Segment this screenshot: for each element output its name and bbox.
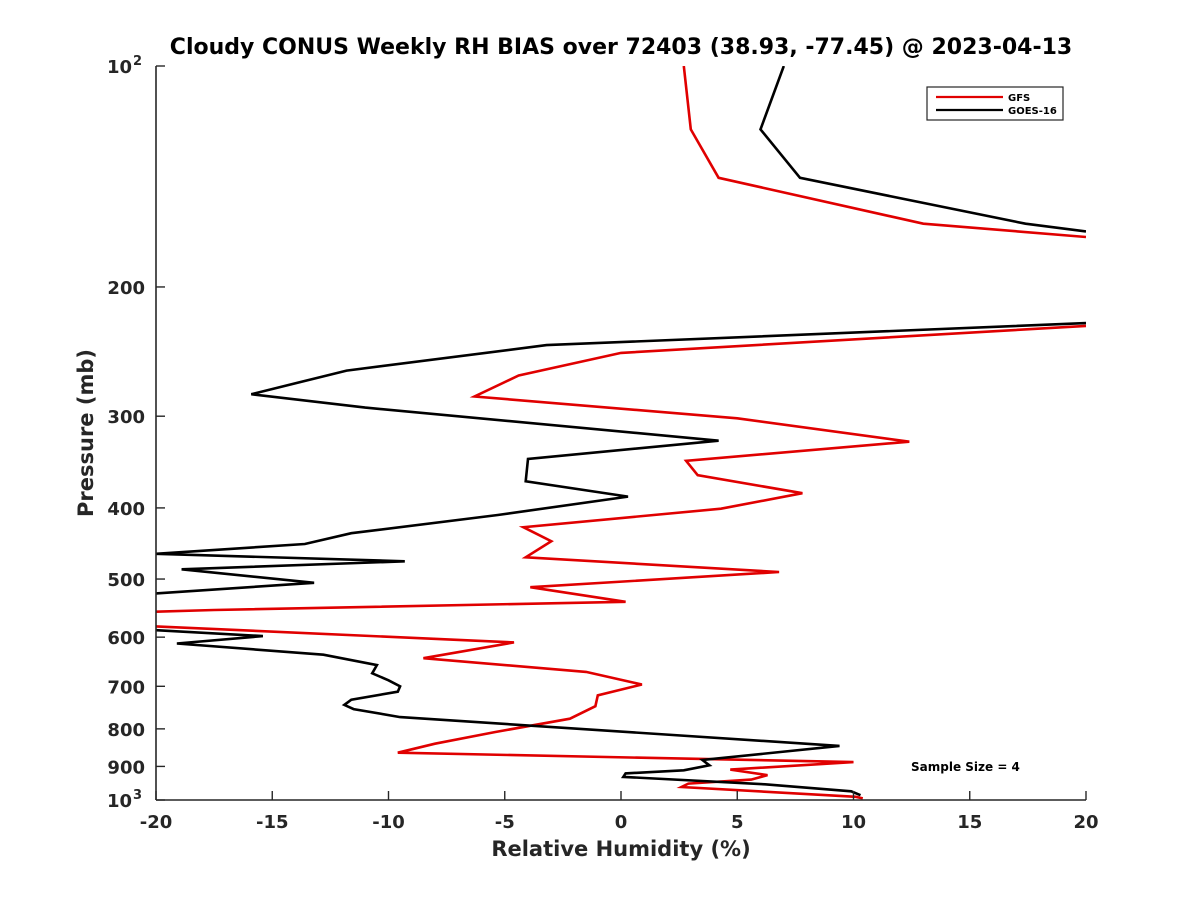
series-line-goes16-segment-0: [759, 66, 1086, 233]
x-tick-label: -20: [140, 812, 173, 833]
chart-title: Cloudy CONUS Weekly RH BIAS over 72403 (…: [170, 35, 1072, 60]
x-tick-label: 0: [615, 812, 628, 833]
x-tick-label: 20: [1073, 812, 1098, 833]
legend-label-gfs: GFS: [1008, 93, 1030, 104]
x-axis-label: Relative Humidity (%): [491, 837, 750, 861]
y-axis-label: Pressure (mb): [74, 349, 98, 517]
y-tick-label-power: 10 2: [107, 54, 142, 78]
y-tick-label-exponent: 2: [133, 54, 142, 69]
y-tick-label-exponent: 3: [133, 788, 142, 803]
y-tick-label-base: 10: [107, 57, 132, 78]
y-tick-label: 400: [107, 499, 145, 520]
x-tick-label: -10: [372, 812, 405, 833]
x-tick-label: 10: [841, 812, 866, 833]
series-line-gfs-segment-1: [156, 324, 1086, 613]
legend: GFS GOES-16: [926, 86, 1064, 121]
y-tick-label-base: 10: [107, 791, 132, 812]
y-tick-label: 500: [107, 570, 145, 591]
x-tick-label: -15: [256, 812, 289, 833]
series-line-goes16-segment-3: [156, 628, 862, 797]
series-line-goes16-segment-2: [156, 552, 405, 595]
series-line-gfs-segment-0: [682, 66, 1086, 239]
series-line-gfs-segment-2: [156, 625, 864, 800]
x-tick-label: -5: [495, 812, 515, 833]
x-ticks: -20 -15 -10 -5 0 5 10 15 20: [140, 791, 1099, 833]
y-tick-label: 300: [107, 407, 145, 428]
y-tick-label: 900: [107, 757, 145, 778]
x-tick-label: 5: [731, 812, 744, 833]
legend-label-goes16: GOES-16: [1008, 106, 1057, 117]
y-tick-label: 200: [107, 278, 145, 299]
legend-box: [926, 86, 1064, 121]
y-tick-label: 700: [107, 677, 145, 698]
series-layer: [156, 66, 1086, 800]
y-tick-label: 800: [107, 720, 145, 741]
sample-size-annotation: Sample Size = 4: [911, 760, 1020, 774]
y-tick-label: 600: [107, 628, 145, 649]
y-tick-label-power: 10 3: [107, 788, 142, 812]
x-tick-label: 15: [957, 812, 982, 833]
series-line-goes16-segment-1: [156, 321, 1086, 556]
